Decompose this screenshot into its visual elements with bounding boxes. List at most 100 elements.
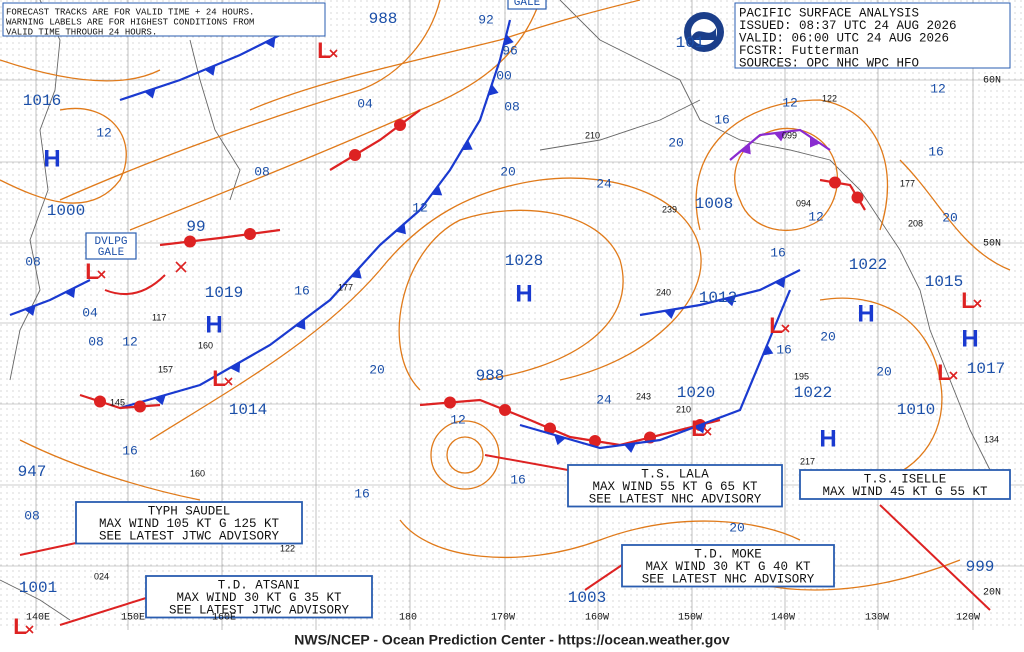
grid-label: 50N <box>983 239 1001 250</box>
grid-label: 140E <box>26 613 50 624</box>
advisory-box <box>567 464 783 508</box>
low-x <box>25 625 34 634</box>
isobar-label: 20 <box>820 329 836 344</box>
noaa-logo <box>684 12 724 52</box>
isobar-label: 20 <box>500 164 516 179</box>
front-pip <box>395 223 406 235</box>
advisory-box <box>145 575 373 619</box>
front-pip <box>229 362 241 373</box>
pressure-value: 1010 <box>897 401 935 419</box>
advisory-line: T.D. ATSANI <box>218 578 301 592</box>
pressure-value: 101 <box>676 34 705 52</box>
station-value: 210 <box>585 130 600 140</box>
advisory-line: SEE LATEST NHC ADVISORY <box>642 572 815 586</box>
pressure-value: 99 <box>186 218 205 236</box>
front-pip <box>499 404 511 416</box>
low-x <box>329 49 338 58</box>
isobars <box>0 0 1011 591</box>
warning-line: GALE <box>98 247 125 259</box>
header-note: WARNING LABELS ARE FOR HIGHEST CONDITION… <box>6 17 254 27</box>
front-pip <box>664 309 676 319</box>
low-x <box>224 377 233 386</box>
low-center: L <box>212 366 225 391</box>
station-value: 177 <box>900 178 915 188</box>
isobar-label: 16 <box>928 144 944 159</box>
front-pip <box>134 400 146 413</box>
front-pip <box>295 318 306 330</box>
analysis-line: VALID: 06:00 UTC 24 AUG 2026 <box>739 31 949 45</box>
grid-label: 130W <box>865 613 889 624</box>
front-pip <box>461 139 473 151</box>
analysis-line: PACIFIC SURFACE ANALYSIS <box>739 6 919 20</box>
station-value: 195 <box>794 371 809 381</box>
low-x <box>973 299 982 308</box>
station-value: 177 <box>338 282 353 292</box>
pressure-value: 1022 <box>849 256 887 274</box>
pressure-value: 999 <box>966 558 995 576</box>
pressure-value: 1003 <box>568 589 606 607</box>
front-pip <box>554 434 566 446</box>
front <box>419 398 721 447</box>
front-pip <box>94 395 106 408</box>
high-center: H <box>819 425 836 452</box>
pressure-value: 1015 <box>925 273 963 291</box>
front <box>519 289 792 450</box>
isobar-label: 20 <box>876 364 892 379</box>
front-pip <box>694 422 706 434</box>
isobar-label: 24 <box>596 392 612 407</box>
front-pip <box>624 443 636 453</box>
advisory-line: T.S. ISELLE <box>864 472 947 486</box>
isobar-label: 12 <box>930 81 946 96</box>
high-center: H <box>961 325 978 352</box>
station-value: 243 <box>636 391 651 401</box>
station-value: 157 <box>158 364 173 374</box>
front-pip <box>350 268 362 279</box>
advisory-box <box>75 501 303 545</box>
isobar-label: 12 <box>412 200 428 215</box>
station-value: 117 <box>152 312 166 322</box>
pressure-value: 1020 <box>677 384 715 402</box>
low-x <box>703 427 712 436</box>
low-x <box>949 371 958 380</box>
front-pip <box>724 296 736 307</box>
isobar-label: 92 <box>478 12 494 27</box>
low-center: L <box>769 313 782 338</box>
front-pip <box>349 149 361 161</box>
coastlines <box>0 0 991 621</box>
front-pip <box>762 344 774 356</box>
warning-box <box>85 232 137 260</box>
front <box>159 228 281 247</box>
pressure-value: 1019 <box>205 284 243 302</box>
isobar-label: 20 <box>668 135 684 150</box>
isobar-label: 20 <box>942 210 958 225</box>
front-pip <box>774 277 786 289</box>
station-value: 160 <box>198 340 213 350</box>
front-pip <box>144 88 156 99</box>
high-center: H <box>205 311 222 338</box>
station-value: 122 <box>280 543 295 553</box>
isobar-label: 20 <box>369 362 385 377</box>
front-pip <box>154 394 166 406</box>
labels: FORECAST TRACKS ARE FOR VALID TIME + 24 … <box>2 0 1011 639</box>
grid-label: 20N <box>983 588 1001 599</box>
analysis-line: FCSTR: Futterman <box>739 44 859 58</box>
grid-label: 160W <box>585 613 609 624</box>
station-value: 208 <box>908 218 923 228</box>
isobar-label: 12 <box>808 209 824 224</box>
pressure-value: 988 <box>369 10 398 28</box>
isobar-label: 04 <box>357 96 373 111</box>
front-pip <box>24 305 36 316</box>
pressure-value: 1014 <box>229 401 267 419</box>
high-center: H <box>857 300 874 327</box>
front-pip <box>444 396 456 409</box>
front <box>419 19 512 211</box>
advisory-line: MAX WIND 30 KT G 35 KT <box>176 591 342 605</box>
isobar-label: 16 <box>776 342 792 357</box>
grid-label: 60N <box>983 76 1001 87</box>
front-pip <box>544 422 556 435</box>
front-pip <box>244 228 256 240</box>
isobar-label: 12 <box>782 95 798 110</box>
notes-box <box>2 2 326 37</box>
station-value: 122 <box>822 93 837 103</box>
advisory-line: MAX WIND 30 KT G 40 KT <box>645 560 811 574</box>
